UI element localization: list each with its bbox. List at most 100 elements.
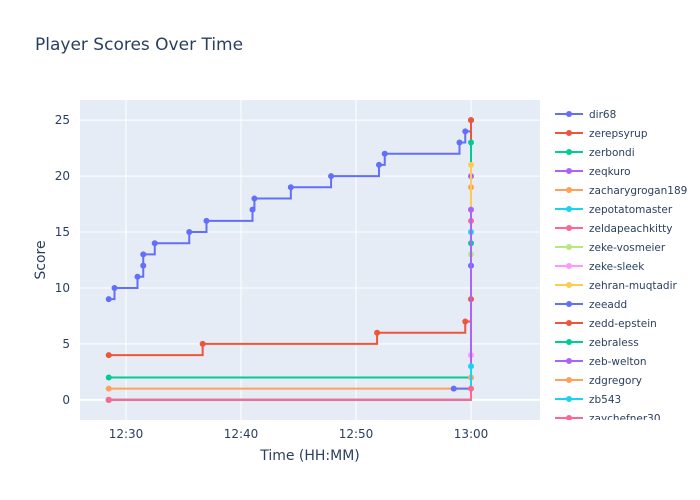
legend-label: zerbondi xyxy=(589,147,635,159)
legend-item[interactable]: zeke-sleek xyxy=(555,261,645,273)
data-point[interactable] xyxy=(134,273,141,280)
data-point[interactable] xyxy=(287,184,294,191)
legend-marker xyxy=(566,111,572,117)
legend-marker xyxy=(566,320,572,326)
data-point[interactable] xyxy=(105,352,112,359)
legend-label: zehran-muqtadir xyxy=(589,280,678,292)
legend-marker xyxy=(566,301,572,307)
legend-label: zeb-welton xyxy=(589,356,647,368)
legend[interactable]: dir68 zerepsyrup zerbondi zeqkuro zacharygro… xyxy=(555,109,687,425)
legend-marker xyxy=(566,187,572,193)
legend-label: zebraless xyxy=(589,337,639,349)
legend-marker xyxy=(566,415,572,420)
series-zaychefner30 xyxy=(105,385,474,403)
data-point[interactable] xyxy=(381,150,388,157)
legend-label: zepotatomaster xyxy=(589,204,673,216)
x-tick-label: 12:30 xyxy=(109,427,144,441)
data-point[interactable] xyxy=(328,173,335,180)
series-layer xyxy=(105,117,474,403)
legend-label: zdgregory xyxy=(589,375,642,387)
legend-marker xyxy=(566,225,572,231)
plot-area xyxy=(80,100,540,420)
y-tick-label: 5 xyxy=(62,337,70,351)
data-point[interactable] xyxy=(462,318,469,325)
legend-marker xyxy=(566,168,572,174)
legend-item[interactable]: zaychefner30 xyxy=(555,413,661,425)
y-tick-label: 15 xyxy=(55,225,70,239)
data-point[interactable] xyxy=(203,217,210,224)
data-point[interactable] xyxy=(111,284,118,291)
legend-item[interactable]: zedd-epstein xyxy=(555,318,657,330)
legend-item[interactable]: zerepsyrup xyxy=(555,128,648,140)
legend-item[interactable]: zebraless xyxy=(555,337,639,349)
data-point[interactable] xyxy=(376,161,382,168)
data-point[interactable] xyxy=(105,374,112,381)
data-point[interactable] xyxy=(199,340,206,347)
legend-label: zerepsyrup xyxy=(589,128,648,140)
y-tick-label: 25 xyxy=(55,113,70,127)
legend-item[interactable]: zb543 xyxy=(555,394,621,406)
series-line xyxy=(108,388,472,401)
data-point[interactable] xyxy=(468,117,474,124)
data-point[interactable] xyxy=(151,240,158,247)
data-point[interactable] xyxy=(140,251,147,258)
x-tick-label: 13:00 xyxy=(454,427,489,441)
legend-item[interactable]: dir68 xyxy=(555,109,616,121)
data-point[interactable] xyxy=(468,385,474,392)
data-point[interactable] xyxy=(105,296,112,303)
legend-marker xyxy=(566,263,572,269)
legend-marker xyxy=(566,282,572,288)
y-tick-labels: 0 5 10 15 20 25 xyxy=(55,113,70,407)
legend-label: zedd-epstein xyxy=(589,318,657,330)
chart-title: Player Scores Over Time xyxy=(35,35,243,55)
data-point[interactable] xyxy=(450,385,457,392)
data-point[interactable] xyxy=(468,363,474,370)
y-tick-label: 20 xyxy=(55,169,70,183)
legend-label: zeke-sleek xyxy=(589,261,645,273)
data-point[interactable] xyxy=(456,139,463,146)
legend-item[interactable]: zeke-vosmeier xyxy=(555,242,666,254)
legend-marker xyxy=(566,339,572,345)
legend-item[interactable]: zacharygrogan189 xyxy=(555,185,687,197)
data-point[interactable] xyxy=(374,329,381,336)
legend-label: dir68 xyxy=(589,109,616,121)
legend-marker xyxy=(566,244,572,250)
data-point[interactable] xyxy=(468,161,474,168)
x-tick-label: 12:40 xyxy=(224,427,259,441)
legend-item[interactable]: zdgregory xyxy=(555,375,642,387)
data-point[interactable] xyxy=(186,229,193,236)
legend-item[interactable]: zehran-muqtadir xyxy=(555,280,678,292)
x-tick-label: 12:50 xyxy=(339,427,374,441)
data-point[interactable] xyxy=(249,206,256,213)
legend-label: zacharygrogan189 xyxy=(589,185,687,197)
legend-item[interactable]: zeb-welton xyxy=(555,356,647,368)
y-axis-title: Score xyxy=(33,240,49,279)
series-zerepsyrup xyxy=(105,117,474,359)
x-tick-labels: 12:30 12:40 12:50 13:00 xyxy=(109,427,489,441)
legend-item[interactable]: zeldapeachkitty xyxy=(555,223,672,235)
series-dir68 xyxy=(105,117,474,303)
legend-label: zeldapeachkitty xyxy=(589,223,672,235)
y-tick-label: 0 xyxy=(62,393,70,407)
data-point[interactable] xyxy=(105,385,112,392)
legend-label: zeke-vosmeier xyxy=(589,242,666,254)
legend-item[interactable]: zepotatomaster xyxy=(555,204,673,216)
data-point[interactable] xyxy=(105,396,112,403)
legend-marker xyxy=(566,358,572,364)
legend-marker xyxy=(566,396,572,402)
legend-marker xyxy=(566,206,572,212)
legend-marker xyxy=(566,377,572,383)
x-axis-title: Time (HH:MM) xyxy=(259,448,360,464)
legend-item[interactable]: zeqkuro xyxy=(555,166,631,178)
data-point[interactable] xyxy=(468,139,474,146)
legend-label: zaychefner30 xyxy=(589,413,661,425)
data-point[interactable] xyxy=(462,128,469,135)
legend-label: zeeadd xyxy=(589,299,627,311)
data-point[interactable] xyxy=(251,195,258,202)
data-point[interactable] xyxy=(140,262,147,269)
legend-item[interactable]: zeeadd xyxy=(555,299,627,311)
data-point[interactable] xyxy=(468,206,474,213)
legend-item[interactable]: zerbondi xyxy=(555,147,635,159)
legend-label: zeqkuro xyxy=(589,166,631,178)
